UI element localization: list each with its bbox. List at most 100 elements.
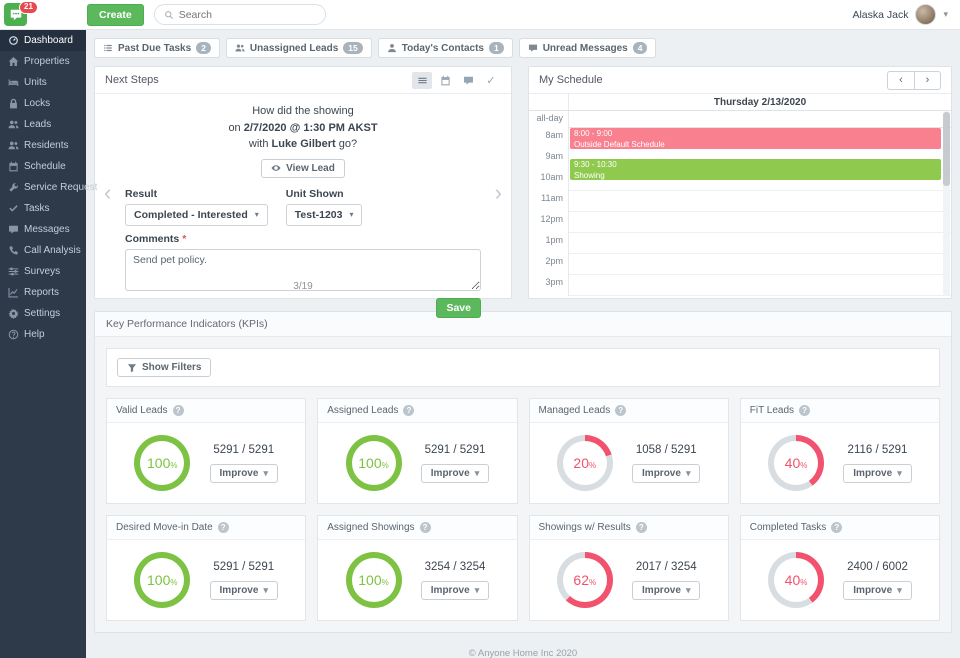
question-icon	[8, 329, 19, 340]
avatar	[915, 4, 937, 25]
kpi-card-valid-leads: Valid Leads? 100% 5291 / 5291 Improve ▾	[106, 398, 307, 505]
caret-down-icon: ▾	[263, 584, 268, 595]
improve-button[interactable]: Improve ▾	[420, 580, 490, 600]
improve-button[interactable]: Improve ▾	[209, 580, 278, 600]
schedule-row: 1pm	[529, 233, 951, 255]
user-menu[interactable]: Alaska Jack ▾	[852, 4, 960, 25]
user-name: Alaska Jack	[852, 8, 909, 21]
list-icon[interactable]	[412, 71, 432, 89]
carousel-pagination: 3/19	[293, 281, 313, 293]
unassigned-leads-chip[interactable]: Unassigned Leads 15	[225, 38, 372, 59]
kpi-value: 2017 / 3254	[635, 560, 697, 573]
sidebar-item-messages[interactable]: Messages	[0, 219, 86, 240]
improve-button[interactable]: Improve ▾	[843, 463, 912, 483]
panel-title: My Schedule	[539, 74, 603, 87]
showing-question: How did the showing on 2/7/2020 @ 1:30 P…	[228, 105, 378, 151]
required-icon: *	[182, 232, 187, 245]
sidebar-item-residents[interactable]: Residents	[0, 135, 86, 156]
scrollbar-track[interactable]	[943, 111, 950, 297]
prev-day-button[interactable]: ‹	[887, 70, 914, 90]
sidebar-item-dashboard[interactable]: Dashboard	[0, 30, 86, 51]
unit-shown-dropdown[interactable]: Test-1203 ▾	[285, 203, 363, 226]
help-icon[interactable]: ?	[172, 405, 184, 417]
calendar-event[interactable]: 8:00 - 9:00 Outside Default Schedule	[570, 128, 941, 150]
donut-ring: 100%	[345, 552, 402, 609]
chevron-left-icon[interactable]: ‹	[104, 179, 112, 205]
quick-links-bar: Past Due Tasks 2 Unassigned Leads 15 Tod…	[94, 38, 952, 59]
gear-icon	[8, 308, 19, 319]
save-button[interactable]: Save	[436, 297, 481, 318]
help-icon[interactable]: ?	[615, 405, 627, 417]
improve-button[interactable]: Improve ▾	[420, 463, 490, 483]
improve-button[interactable]: Improve ▾	[632, 580, 701, 600]
view-lead-button[interactable]: View Lead	[261, 158, 345, 178]
result-dropdown[interactable]: Completed - Interested ▾	[125, 203, 268, 226]
help-icon[interactable]: ?	[799, 405, 811, 417]
schedule-nav: ‹ ›	[887, 70, 941, 90]
sidebar-item-properties[interactable]: Properties	[0, 51, 86, 72]
sidebar-item-surveys[interactable]: Surveys	[0, 261, 86, 282]
sidebar-item-settings[interactable]: Settings	[0, 303, 86, 324]
scrollbar-thumb[interactable]	[943, 112, 950, 187]
check-icon[interactable]: ✓	[486, 74, 496, 87]
user-icon	[387, 43, 397, 53]
kpi-grid: Valid Leads? 100% 5291 / 5291 Improve ▾ A…	[106, 398, 940, 622]
search-input[interactable]	[178, 8, 305, 21]
wrench-icon	[8, 182, 19, 193]
todays-contacts-chip[interactable]: Today's Contacts 1	[377, 38, 513, 59]
main-content: Past Due Tasks 2 Unassigned Leads 15 Tod…	[86, 30, 960, 658]
donut-ring: 100%	[345, 435, 402, 492]
eye-icon	[271, 165, 281, 171]
sidebar-item-locks[interactable]: Locks	[0, 93, 86, 114]
sidebar-item-units[interactable]: Units	[0, 72, 86, 93]
count-badge: 1	[488, 42, 504, 55]
schedule-row: 11am	[529, 191, 951, 213]
comments-textarea[interactable]: Send pet policy.	[125, 248, 481, 291]
improve-button[interactable]: Improve ▾	[209, 463, 278, 483]
unread-messages-chip[interactable]: Unread Messages 4	[518, 38, 657, 59]
next-steps-body: ‹ › How did the showing on 2/7/2020 @ 1:…	[95, 94, 511, 318]
help-icon[interactable]: ?	[403, 405, 415, 417]
search-icon	[164, 10, 173, 19]
chat-icon[interactable]	[458, 72, 478, 89]
help-icon[interactable]: ?	[217, 522, 229, 534]
create-button[interactable]: Create	[87, 3, 144, 26]
improve-button[interactable]: Improve ▾	[632, 463, 701, 483]
sidebar-item-leads[interactable]: Leads	[0, 114, 86, 135]
kpi-section-title: Key Performance Indicators (KPIs)	[95, 312, 951, 338]
search-bar[interactable]	[153, 4, 326, 25]
next-day-button[interactable]: ›	[914, 70, 941, 90]
donut-ring: 20%	[556, 435, 613, 492]
sidebar-item-schedule[interactable]: Schedule	[0, 156, 86, 177]
show-filters-button[interactable]: Show Filters	[117, 358, 212, 378]
help-icon[interactable]: ?	[419, 522, 431, 534]
chart-line-icon	[8, 287, 19, 298]
calendar-event[interactable]: 9:30 - 10:30 Showing	[570, 159, 941, 181]
kpi-value: 2116 / 5291	[847, 443, 908, 456]
calendar-icon[interactable]	[435, 72, 455, 89]
top-bar: 21 Create Alaska Jack ▾	[0, 0, 960, 30]
sidebar-item-tasks[interactable]: Tasks	[0, 198, 86, 219]
improve-button[interactable]: Improve ▾	[843, 580, 912, 600]
past-due-tasks-chip[interactable]: Past Due Tasks 2	[94, 38, 220, 59]
kpi-card-completed-tasks: Completed Tasks? 40% 2400 / 6002 Improve…	[739, 515, 940, 622]
kpi-value: 5291 / 5291	[424, 443, 486, 456]
caret-down-icon: ▾	[685, 467, 691, 478]
schedule-body: Thursday 2/13/2020 all-day 8am 9am 10am …	[529, 94, 951, 298]
help-icon[interactable]: ?	[831, 522, 843, 534]
sidebar-item-reports[interactable]: Reports	[0, 282, 86, 303]
chat-icon	[528, 43, 538, 53]
comments-field: Comments * Send pet policy.	[125, 233, 481, 294]
sidebar-item-help[interactable]: Help	[0, 324, 86, 345]
count-badge: 2	[196, 42, 211, 55]
kpi-value: 3254 / 3254	[424, 560, 486, 573]
caret-down-icon: ▾	[685, 584, 691, 595]
sidebar-item-service-request[interactable]: Service Request	[0, 177, 97, 198]
schedule-row: 2pm	[529, 254, 951, 276]
chevron-right-icon[interactable]: ›	[494, 179, 502, 205]
sidebar-item-call-analysis[interactable]: Call Analysis	[0, 240, 86, 261]
notification-badge[interactable]: 21	[19, 1, 38, 14]
list-icon	[103, 43, 113, 53]
count-badge: 4	[632, 42, 648, 55]
help-icon[interactable]: ?	[635, 522, 647, 534]
